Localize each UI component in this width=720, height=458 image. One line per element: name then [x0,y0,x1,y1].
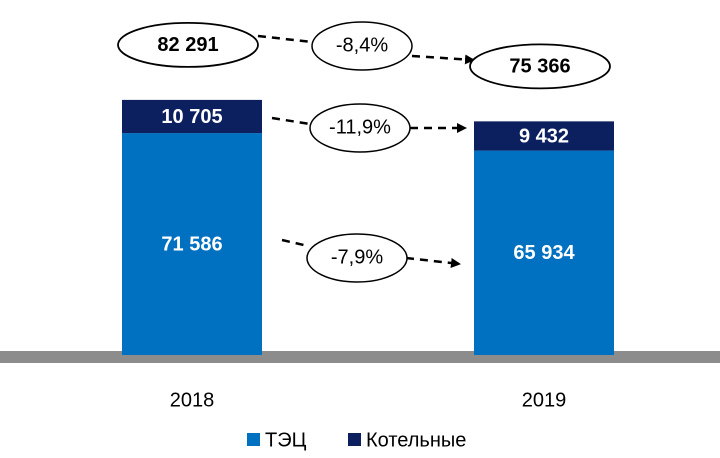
arrow [257,34,313,44]
change-bubble [309,103,411,153]
total-bubble [469,43,611,90]
change-label: -8,4% [336,34,388,56]
bar-segment [474,121,614,151]
arrow [411,54,475,65]
total-label: 82 291 [157,34,218,56]
total-bubble [117,21,259,68]
change-bubble [306,233,408,283]
bar-segment [122,133,262,355]
legend-swatch [348,433,361,446]
value-label: 71 586 [161,233,222,255]
value-label: 10 705 [161,106,222,128]
x-tick-label: 2018 [170,389,215,411]
value-label: 9 432 [519,125,569,147]
change-label: -7,9% [331,246,383,268]
arrow [405,256,461,268]
total-label: 75 366 [509,56,570,78]
change-bubble [311,21,413,71]
legend-label: ТЭЦ [265,429,307,451]
x-tick-label: 2019 [522,389,567,411]
value-label: 65 934 [513,242,575,264]
arrow [281,238,309,248]
bar-segment [474,150,614,355]
legend-swatch [247,433,260,446]
arrow [271,116,311,126]
change-label: -11,9% [329,116,391,138]
bar-segment [122,99,262,134]
legend-label: Котельные [366,429,466,451]
